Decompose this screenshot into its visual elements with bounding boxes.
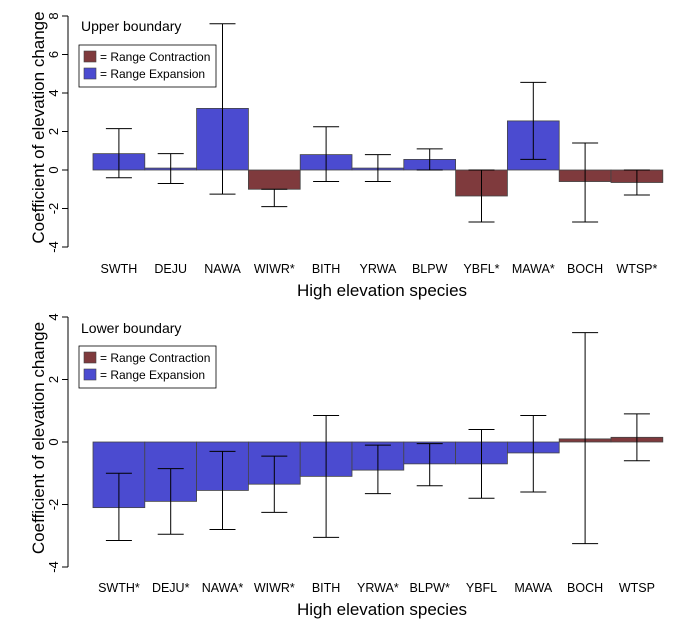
category-label: BLPW*: [410, 581, 450, 595]
y-tick-label: 4: [46, 313, 61, 320]
category-label: WTSP*: [616, 262, 657, 276]
y-axis-title: Coefficient of elevation change: [29, 322, 48, 554]
y-tick-label: 6: [46, 51, 61, 58]
legend-swatch-contraction: [83, 351, 97, 364]
category-label: SWTH: [100, 262, 137, 276]
y-tick-label: 0: [46, 438, 61, 445]
category-label: WIWR*: [254, 581, 295, 595]
panel-title: Lower boundary: [81, 320, 181, 336]
y-tick-label: 0: [46, 166, 61, 173]
y-tick-label: -4: [46, 561, 61, 573]
legend: = Range Contraction = Range Expansion: [78, 44, 217, 88]
legend-swatch-contraction: [83, 50, 97, 63]
category-label: YRWA: [359, 262, 396, 276]
category-label: YBFL: [466, 581, 497, 595]
legend-swatch-expansion: [83, 67, 97, 80]
category-label: SWTH*: [98, 581, 140, 595]
legend-box: [78, 44, 217, 88]
category-label: BOCH: [567, 262, 603, 276]
category-label: MAWA*: [512, 262, 555, 276]
y-tick-label: 8: [46, 12, 61, 19]
x-axis-title: High elevation species: [297, 281, 467, 300]
category-label: BLPW: [412, 262, 448, 276]
x-axis-title: High elevation species: [297, 600, 467, 619]
category-label: NAWA: [204, 262, 241, 276]
category-label: BITH: [312, 581, 340, 595]
y-axis-title: Coefficient of elevation change: [29, 11, 48, 243]
legend-swatch-expansion: [83, 368, 97, 381]
y-tick-label: -4: [46, 241, 61, 253]
panel-title: Upper boundary: [81, 18, 181, 34]
legend-label: = Range Expansion: [100, 368, 205, 382]
lower-boundary-panel: -4 -2 0 2 4 Coefficient of elevation change SW…: [29, 313, 664, 619]
category-label: BITH: [312, 262, 340, 276]
category-label: BOCH: [567, 581, 603, 595]
legend-box: [78, 345, 217, 389]
y-tick-label: 2: [46, 376, 61, 383]
category-label: DEJU*: [152, 581, 190, 595]
legend-label: = Range Contraction: [100, 50, 210, 64]
y-tick-label: 2: [46, 128, 61, 135]
legend-label: = Range Contraction: [100, 351, 210, 365]
bar: [247, 169, 301, 190]
category-label: YRWA*: [357, 581, 399, 595]
category-label: DEJU: [154, 262, 187, 276]
category-label: NAWA*: [202, 581, 244, 595]
category-label: YBFL*: [463, 262, 499, 276]
y-tick-label: 4: [46, 89, 61, 96]
category-label: MAWA: [514, 581, 553, 595]
y-tick-label: -2: [46, 203, 61, 215]
category-label: WTSP: [619, 581, 655, 595]
legend: = Range Contraction = Range Expansion: [78, 345, 217, 389]
category-label: WIWR*: [254, 262, 295, 276]
y-tick-label: -2: [46, 499, 61, 511]
legend-label: = Range Expansion: [100, 67, 205, 81]
